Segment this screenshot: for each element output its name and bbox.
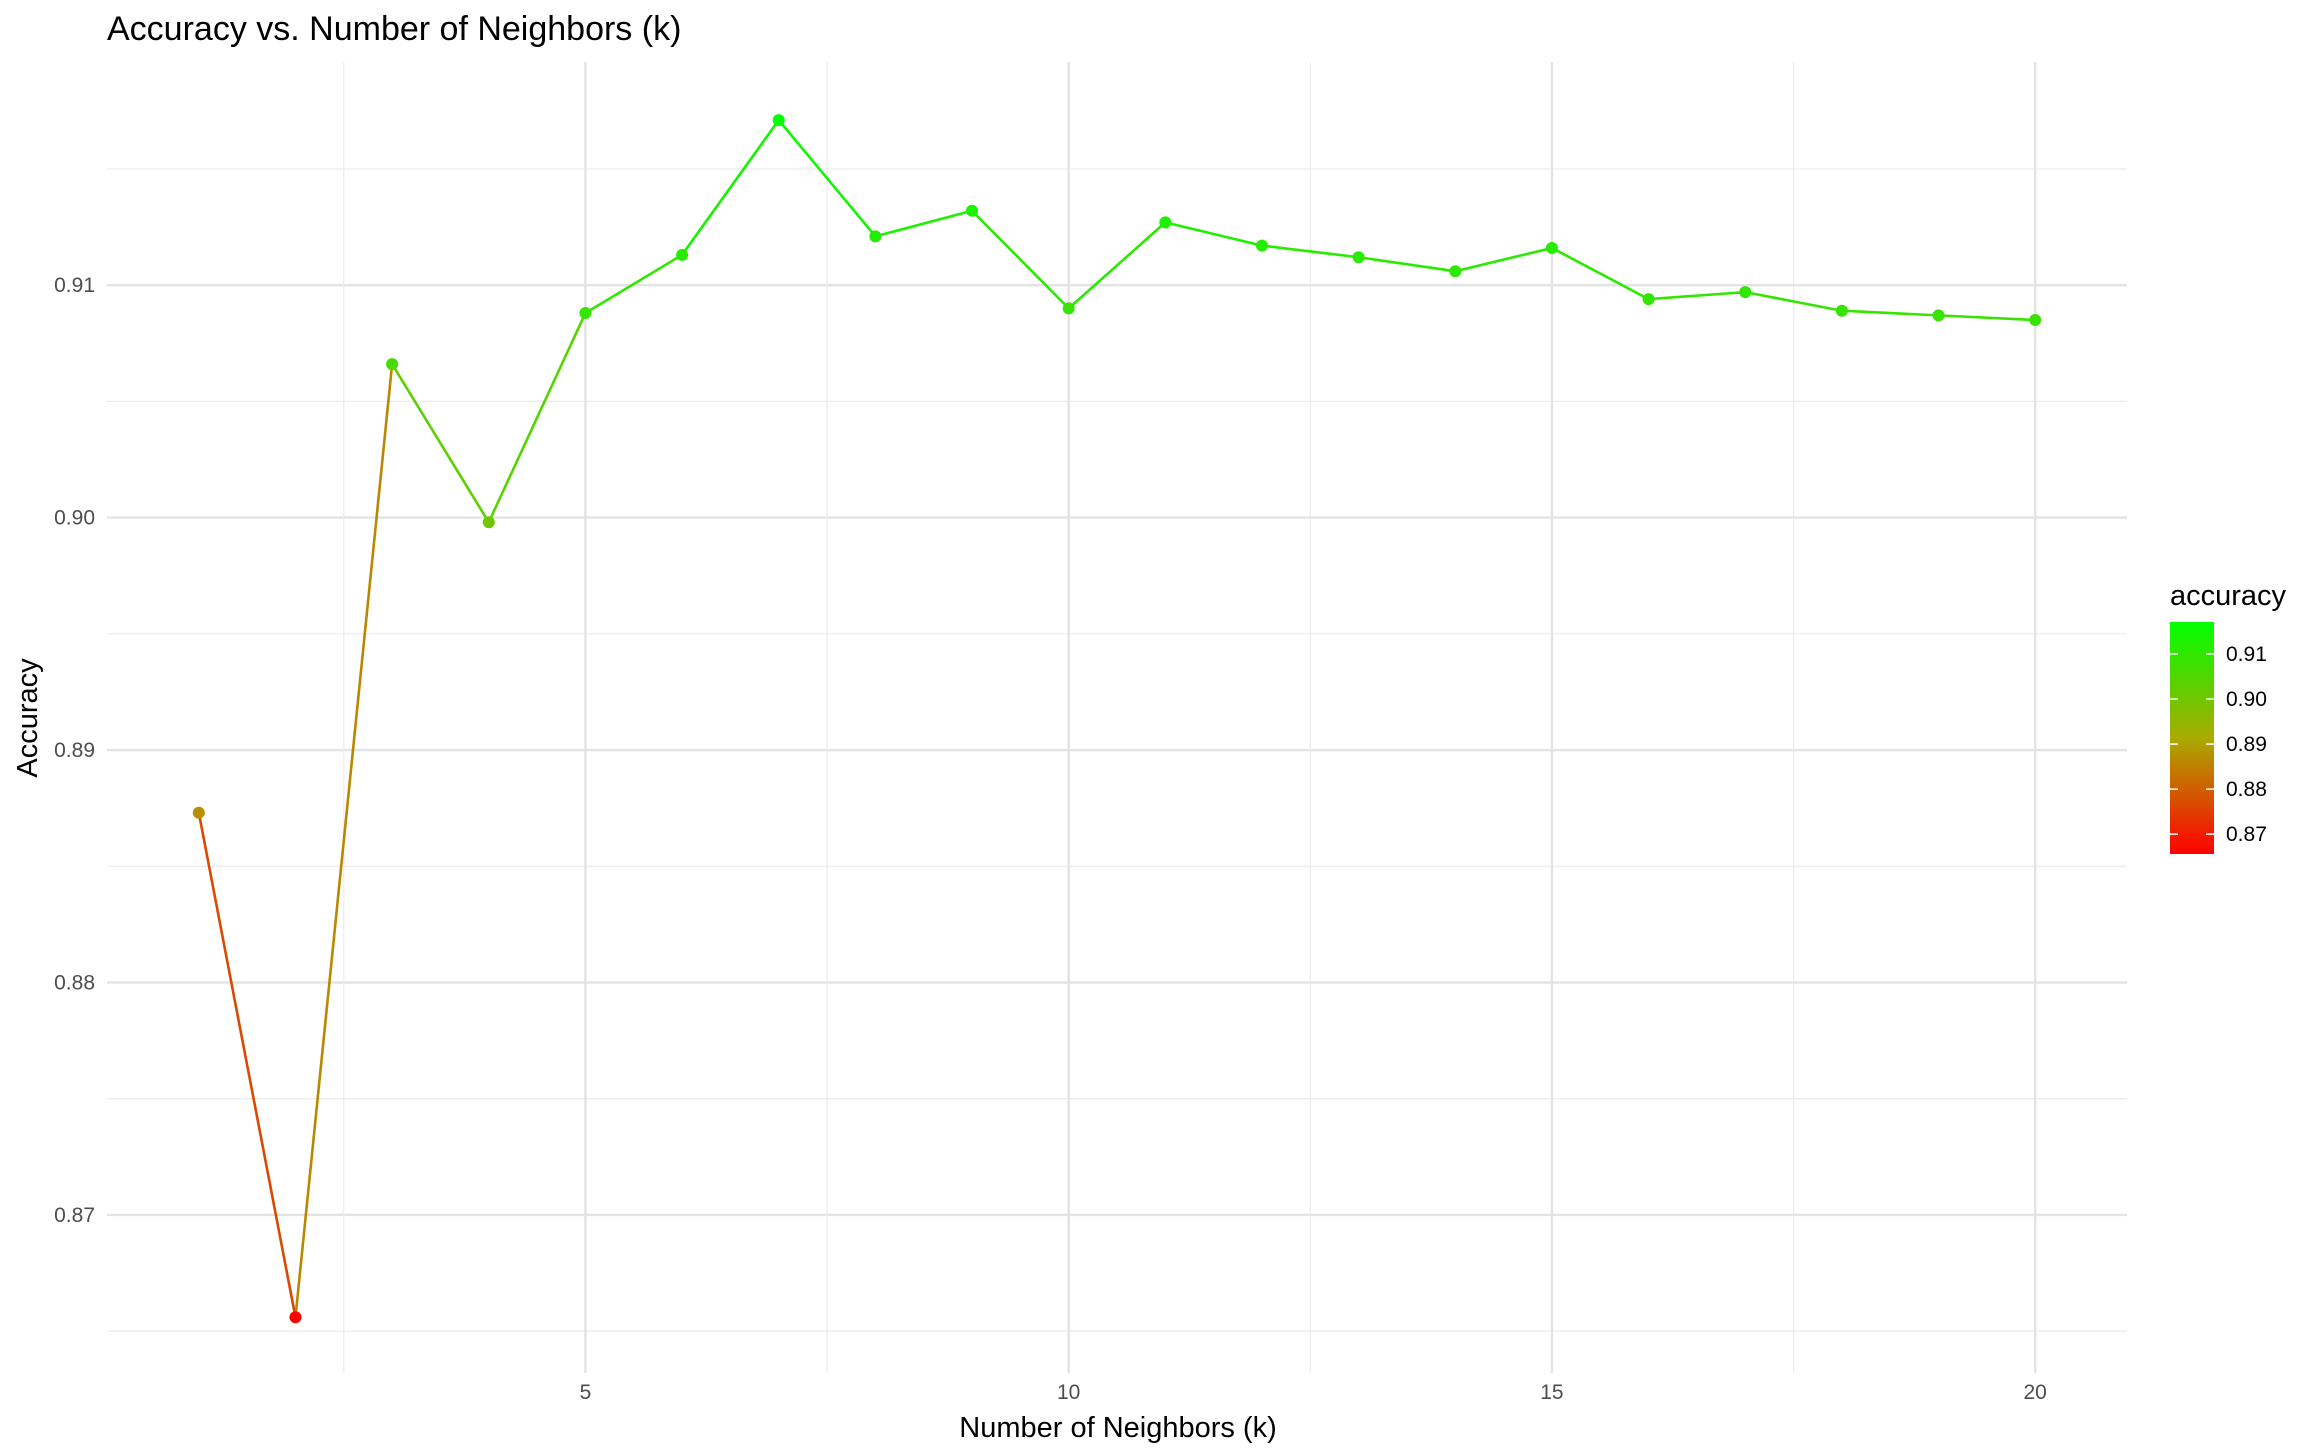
legend-tick-label: 0.87	[2226, 823, 2267, 846]
line-segment	[1647, 290, 1747, 301]
x-axis-ticks: 5 10 15 20	[580, 1381, 2047, 1404]
data-point	[1835, 304, 1848, 317]
line-segment	[1357, 255, 1457, 273]
line-segment	[1840, 309, 1940, 317]
series-points	[192, 114, 2042, 1324]
line-segment	[197, 811, 297, 1319]
line-segment	[1067, 221, 1167, 310]
legend-tick-label: 0.88	[2226, 778, 2267, 801]
legend-colorbar	[2170, 622, 2214, 854]
line-segment	[970, 209, 1070, 310]
chart-title: Accuracy vs. Number of Neighbors (k)	[107, 10, 681, 48]
data-point	[1062, 302, 1075, 315]
data-point	[869, 230, 882, 243]
data-point	[1159, 216, 1172, 229]
y-axis-title: Accuracy	[12, 658, 44, 778]
data-point	[1642, 293, 1655, 306]
x-tick-label: 10	[1057, 1381, 1080, 1404]
x-tick-label: 5	[580, 1381, 592, 1404]
line-segment	[680, 118, 781, 257]
line-segment	[584, 253, 684, 315]
x-axis-title: Number of Neighbors (k)	[959, 1412, 1277, 1444]
line-segment	[777, 118, 877, 238]
legend-tick-label: 0.91	[2226, 643, 2267, 666]
data-point	[1449, 265, 1462, 278]
data-point	[1739, 286, 1752, 299]
data-point	[966, 204, 979, 217]
data-point	[579, 307, 592, 320]
x-tick-label: 15	[1540, 1381, 1563, 1404]
line-segment	[390, 362, 491, 524]
line-segment	[1743, 290, 1844, 313]
data-point	[1932, 309, 1945, 322]
data-point	[1255, 239, 1268, 252]
legend: accuracy 0.87 0.88 0.89 0.90 0.91	[2170, 580, 2287, 854]
line-segment	[1937, 314, 2037, 322]
series-line	[197, 118, 2037, 1319]
data-point	[192, 806, 205, 819]
data-point	[676, 248, 689, 261]
data-point	[2029, 314, 2042, 327]
x-tick-label: 20	[2024, 1381, 2047, 1404]
data-point	[289, 1311, 302, 1324]
data-point	[1545, 241, 1558, 254]
y-tick-label: 0.90	[54, 507, 95, 530]
line-segment	[294, 362, 394, 1319]
y-tick-label: 0.89	[54, 739, 95, 762]
legend-ticks: 0.87 0.88 0.89 0.90 0.91	[2170, 643, 2267, 846]
data-point	[772, 114, 785, 127]
y-axis-ticks: 0.87 0.88 0.89 0.90 0.91	[54, 274, 95, 1227]
line-segment	[1260, 244, 1360, 259]
legend-tick-label: 0.89	[2226, 733, 2267, 756]
line-segment	[1453, 246, 1554, 273]
data-point	[1352, 251, 1365, 264]
y-tick-label: 0.87	[54, 1204, 95, 1227]
line-segment	[1164, 221, 1264, 247]
line-segment	[874, 209, 974, 238]
y-tick-label: 0.91	[54, 274, 95, 297]
grid	[107, 62, 2127, 1373]
data-point	[386, 358, 399, 371]
legend-tick-label: 0.90	[2226, 688, 2267, 711]
legend-title: accuracy	[2170, 580, 2287, 612]
line-segment	[1550, 246, 1650, 301]
line-segment	[487, 311, 587, 524]
y-tick-label: 0.88	[54, 971, 95, 994]
data-point	[482, 516, 495, 529]
